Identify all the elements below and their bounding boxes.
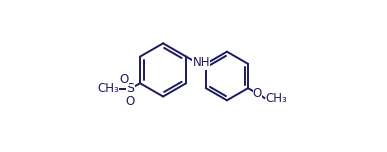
Text: CH₃: CH₃ (266, 92, 288, 105)
Text: CH₃: CH₃ (97, 82, 119, 95)
Text: O: O (253, 87, 262, 100)
Text: S: S (126, 82, 134, 95)
Text: O: O (119, 73, 128, 86)
Text: NH: NH (192, 56, 210, 69)
Text: O: O (125, 95, 135, 108)
